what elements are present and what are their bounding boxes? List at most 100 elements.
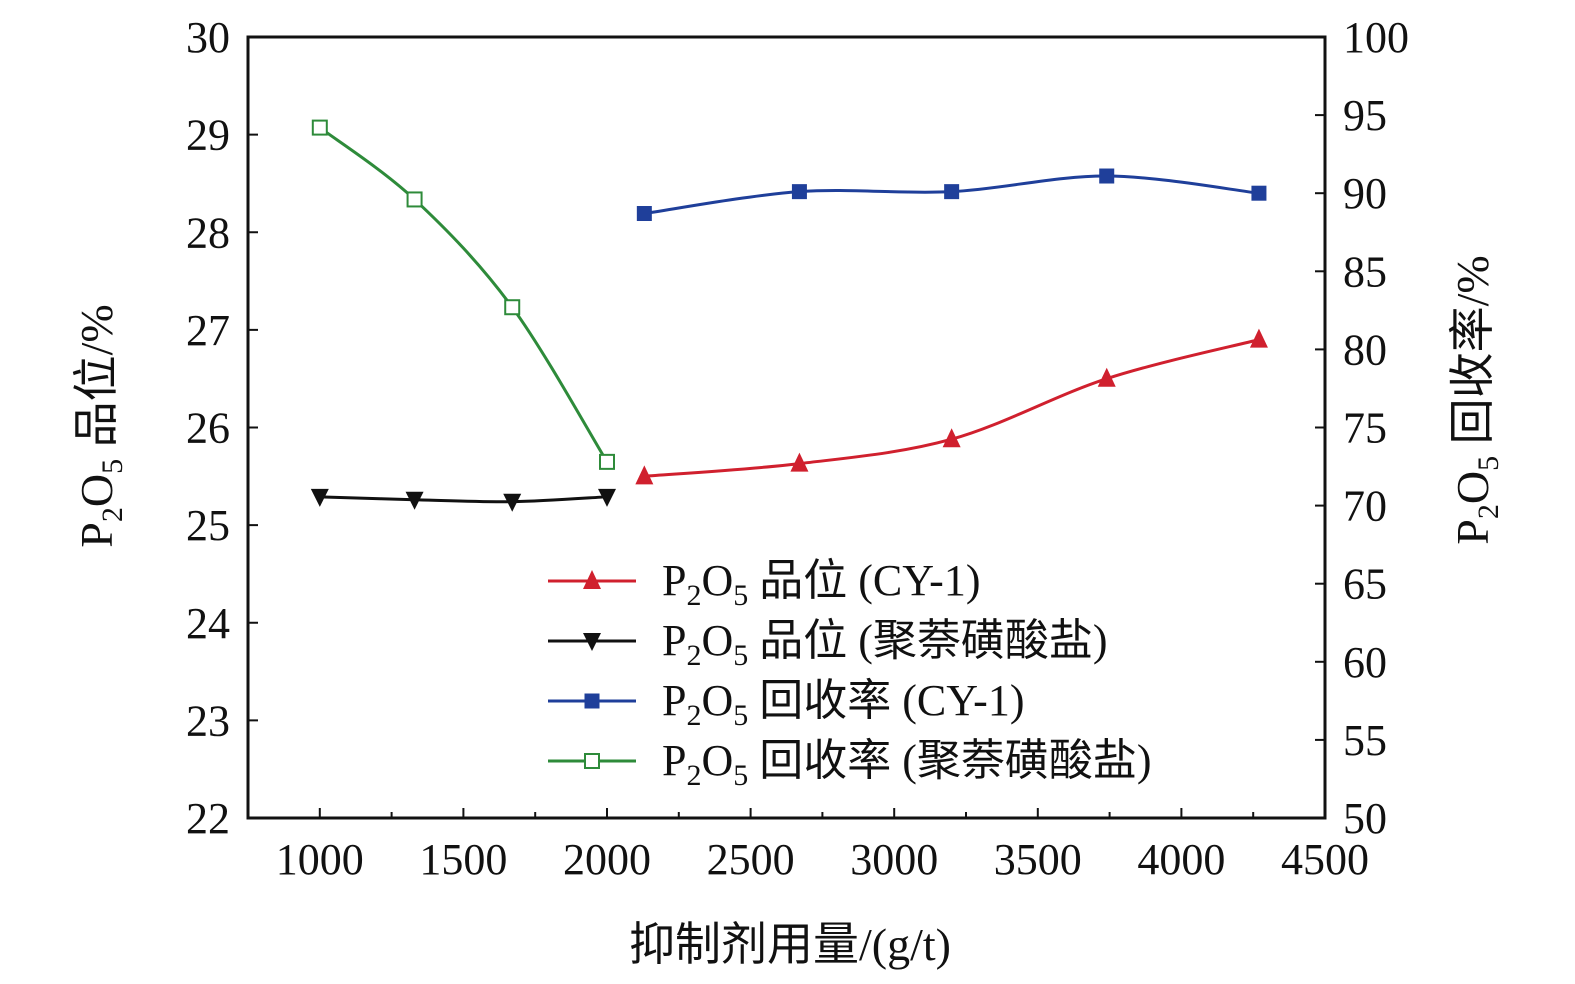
legend-label-part: 2 [686, 639, 701, 672]
legend-label-part: O [701, 616, 733, 665]
y-right-title-sub1: 2 [1472, 504, 1505, 519]
x-tick-label: 3000 [850, 835, 938, 884]
data-point [1251, 185, 1267, 201]
legend-label-part: 2 [686, 699, 701, 732]
legend-label-part: 品位 (CY-1) [748, 556, 980, 605]
data-point [791, 184, 807, 200]
x-axis-title: 抑制剂用量/(g/t) [629, 919, 951, 970]
data-point [406, 191, 423, 208]
series-2 [310, 488, 616, 512]
data-point [942, 428, 961, 448]
legend-label-part: 品位 (聚萘磺酸盐) [748, 616, 1107, 665]
data-point [790, 452, 809, 472]
y-right-tick-label: 60 [1343, 638, 1387, 687]
legend-label-part: P [662, 616, 686, 665]
legend-marker [583, 570, 601, 589]
legend-label-part: 5 [733, 699, 748, 732]
legend-item: P2O5 回收率 (聚萘磺酸盐) [548, 736, 1152, 792]
x-tick-label: 2000 [563, 835, 651, 884]
y-left-title-sub2: 5 [96, 459, 129, 474]
y-right-tick-label: 75 [1343, 404, 1387, 453]
legend-label-part: 回收率 (聚萘磺酸盐) [748, 736, 1151, 785]
legend-label-part: O [701, 676, 733, 725]
data-point [310, 488, 329, 507]
legend-label-part: P [662, 676, 686, 725]
y-left-tick-label: 29 [186, 111, 230, 160]
legend-label: P2O5 回收率 (聚萘磺酸盐) [662, 736, 1152, 792]
legend-label: P2O5 品位 (CY-1) [662, 556, 980, 612]
y-axis-left-title: P2O5 品位/% [71, 304, 129, 547]
y-left-tick-label: 30 [186, 13, 230, 62]
y-left-title-sub1: 2 [96, 507, 129, 522]
data-point [944, 184, 960, 200]
y-left-title-o: O [71, 474, 122, 507]
y-right-tick-label: 50 [1343, 794, 1387, 843]
y-right-title-o: O [1447, 471, 1498, 504]
legend-label-part: O [701, 736, 733, 785]
legend-item: P2O5 回收率 (CY-1) [548, 676, 1024, 732]
data-point [311, 119, 328, 136]
legend-label-part: O [701, 556, 733, 605]
y-left-tick-label: 27 [186, 306, 230, 355]
series-4 [311, 119, 615, 470]
y-right-tick-label: 95 [1343, 91, 1387, 140]
y-right-title-p: P [1447, 519, 1498, 545]
data-point [405, 491, 424, 510]
y-left-tick-label: 24 [186, 599, 230, 648]
y-left-tick-label: 26 [186, 404, 230, 453]
y-right-tick-label: 100 [1343, 13, 1409, 62]
legend-label-part: 回收率 (CY-1) [748, 676, 1024, 725]
legend-label-part: 2 [686, 759, 701, 792]
legend-label: P2O5 回收率 (CY-1) [662, 676, 1024, 732]
y-axis-right-title: P2O5 回收率/% [1447, 255, 1505, 544]
y-right-tick-label: 90 [1343, 169, 1387, 218]
data-point [503, 493, 522, 512]
legend-label-part: P [662, 556, 686, 605]
legend-marker [584, 693, 600, 709]
y-left-tick-label: 23 [186, 696, 230, 745]
x-tick-label: 1000 [276, 835, 364, 884]
legend-marker [583, 633, 601, 651]
series-line [644, 338, 1260, 478]
y-right-title-sub2: 5 [1472, 456, 1505, 471]
legend-label-part: 2 [686, 579, 701, 612]
legend-label-part: P [662, 736, 686, 785]
y-axis-left: 22 23 24 25 26 27 28 29 30 [186, 13, 258, 843]
y-left-title-p: P [71, 522, 122, 548]
data-point [635, 465, 654, 485]
x-tick-label: 1500 [419, 835, 507, 884]
legend: P2O5 品位 (CY-1)P2O5 品位 (聚萘磺酸盐)P2O5 回收率 (C… [548, 556, 1152, 792]
x-tick-label: 3500 [994, 835, 1082, 884]
series-1 [635, 328, 1268, 485]
x-axis: 1000 1500 2000 2500 3000 3500 4000 4500 [276, 808, 1369, 884]
y-left-tick-label: 22 [186, 794, 230, 843]
series-layer [310, 119, 1268, 512]
x-tick-label: 4000 [1137, 835, 1225, 884]
x-tick-label: 4500 [1281, 835, 1369, 884]
data-point [504, 299, 521, 316]
legend-item: P2O5 品位 (CY-1) [548, 556, 980, 612]
data-point [636, 206, 652, 222]
y-right-tick-label: 55 [1343, 716, 1387, 765]
legend-label-part: 5 [733, 759, 748, 792]
y-right-tick-label: 70 [1343, 482, 1387, 531]
x-tick-label: 2500 [707, 835, 795, 884]
legend-item: P2O5 品位 (聚萘磺酸盐) [548, 616, 1108, 672]
legend-marker [584, 753, 600, 769]
data-point [599, 453, 615, 470]
y-left-tick-label: 25 [186, 501, 230, 550]
legend-label: P2O5 品位 (聚萘磺酸盐) [662, 616, 1108, 672]
y-right-tick-label: 85 [1343, 247, 1387, 296]
data-point [1099, 168, 1115, 184]
data-point [1249, 328, 1268, 348]
data-point [598, 488, 616, 507]
y-axis-right: 50 55 60 65 70 75 80 85 90 95 100 [1315, 13, 1409, 843]
series-3 [636, 168, 1267, 222]
y-right-title-suffix: 回收率/% [1447, 255, 1498, 456]
series-line [318, 126, 609, 463]
series-line [319, 495, 608, 504]
y-right-tick-label: 80 [1343, 325, 1387, 374]
y-right-tick-label: 65 [1343, 560, 1387, 609]
y-left-title-suffix: 品位/% [71, 304, 122, 459]
